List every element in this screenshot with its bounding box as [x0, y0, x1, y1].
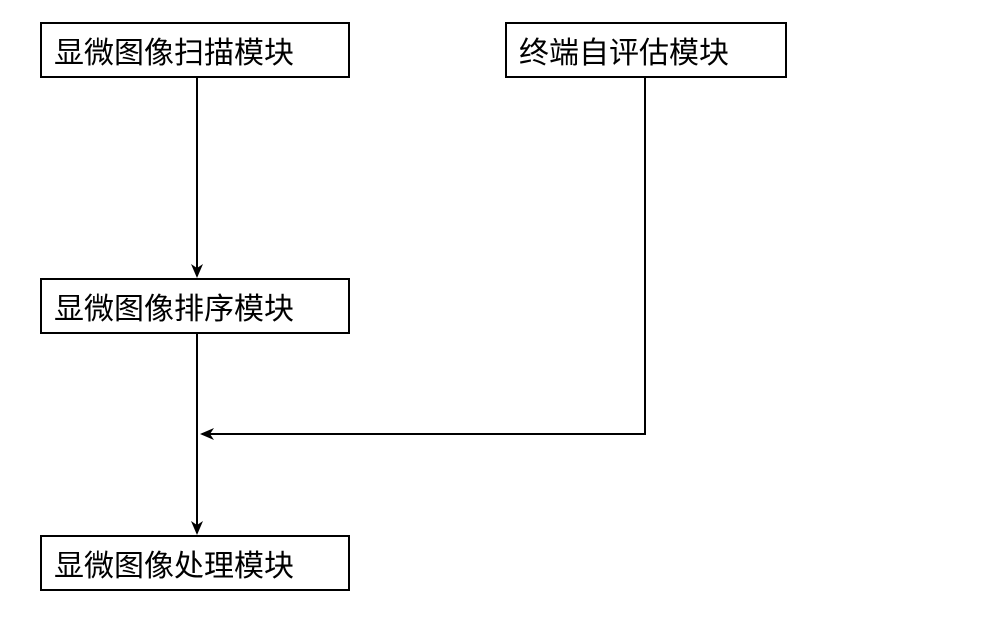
node-proc: 显微图像处理模块 — [40, 535, 350, 591]
edge-eval-merge — [202, 78, 645, 434]
node-eval: 终端自评估模块 — [505, 22, 787, 78]
node-proc-label: 显微图像处理模块 — [54, 541, 294, 585]
node-scan-label: 显微图像扫描模块 — [54, 28, 294, 72]
node-sort-label: 显微图像排序模块 — [54, 284, 294, 328]
node-sort: 显微图像排序模块 — [40, 278, 350, 334]
node-scan: 显微图像扫描模块 — [40, 22, 350, 78]
node-eval-label: 终端自评估模块 — [519, 28, 729, 72]
